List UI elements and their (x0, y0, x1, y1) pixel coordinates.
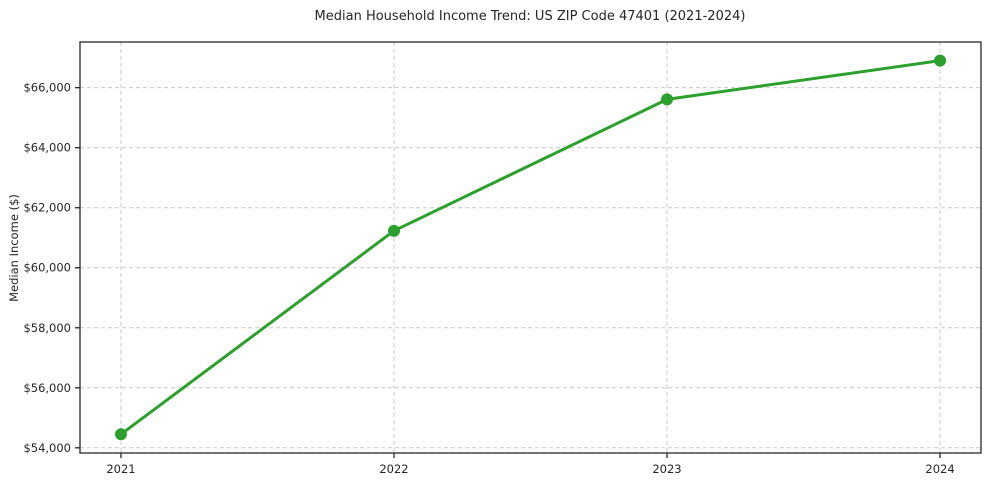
plot-frame (79, 41, 982, 454)
trend-line (119, 59, 942, 436)
x-tick-label: 2022 (379, 462, 408, 476)
data-point-marker (114, 428, 127, 441)
y-tick-label: $66,000 (23, 81, 71, 95)
y-tick-label: $60,000 (23, 261, 71, 275)
y-tick-label: $64,000 (23, 141, 71, 155)
y-tick-label: $54,000 (23, 441, 71, 455)
data-point-marker (661, 93, 674, 106)
chart-root: $54,000 $56,000 $58,000 $60,000 $62,000 $64,0… (23, 41, 982, 476)
x-tick-label: 2021 (106, 462, 135, 476)
y-tick-label: $62,000 (23, 201, 71, 215)
x-tick-label: 2023 (652, 462, 681, 476)
x-tick-label: 2024 (925, 462, 954, 476)
data-point-marker (387, 224, 400, 237)
data-point-marker (934, 54, 947, 67)
chart-title: Median Household Income Trend: US ZIP Co… (315, 9, 746, 24)
y-tick-label: $58,000 (23, 321, 71, 335)
y-axis-label: Median Income ($) (7, 194, 21, 302)
y-tick-label: $56,000 (23, 381, 71, 395)
